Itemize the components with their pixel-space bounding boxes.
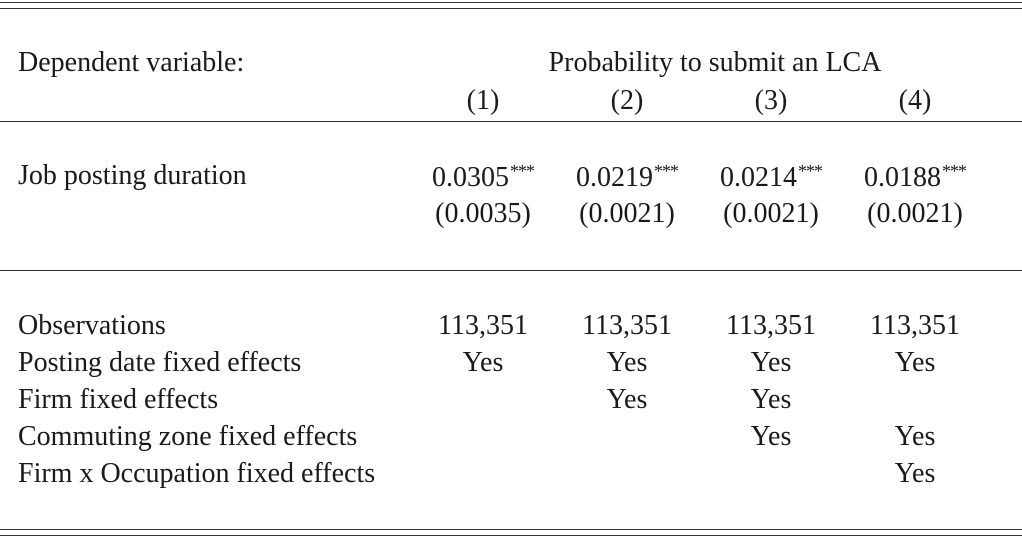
coef-value: 0.0188 <box>864 162 941 193</box>
std-error-3: (0.0021) <box>723 198 819 229</box>
std-error-2: (0.0021) <box>579 198 675 229</box>
stats-cell: Yes <box>894 458 936 489</box>
coef-estimate-3: 0.0214*** <box>720 161 823 193</box>
significance-stars: *** <box>654 161 679 181</box>
significance-stars: *** <box>942 161 967 181</box>
stats-cell: Yes <box>606 384 648 415</box>
bottom-rule-inner <box>0 529 1022 530</box>
coef-value: 0.0219 <box>576 162 653 193</box>
stats-cell: Yes <box>894 421 936 452</box>
stats-cell: Yes <box>750 384 792 415</box>
column-header-2: (2) <box>610 85 644 116</box>
coef-value: 0.0214 <box>720 162 797 193</box>
dependent-variable-label: Dependent variable: <box>18 47 245 78</box>
dependent-variable-name: Probability to submit an LCA <box>548 47 882 78</box>
stats-cell: Yes <box>606 347 648 378</box>
stats-label-firm-occupation-fe: Firm x Occupation fixed effects <box>18 458 376 489</box>
column-header-3: (3) <box>754 85 788 116</box>
std-error-1: (0.0035) <box>435 198 531 229</box>
stats-cell: 113,351 <box>438 310 528 341</box>
coef-estimate-1: 0.0305*** <box>432 161 535 193</box>
stats-cell: Yes <box>462 347 504 378</box>
coef-label: Job posting duration <box>18 160 247 191</box>
stats-label-observations: Observations <box>18 310 166 341</box>
stats-cell: 113,351 <box>726 310 816 341</box>
stats-cell: Yes <box>894 347 936 378</box>
stats-label-commuting-zone-fe: Commuting zone fixed effects <box>18 421 358 452</box>
std-error-4: (0.0021) <box>867 198 963 229</box>
stats-cell: 113,351 <box>870 310 960 341</box>
column-header-4: (4) <box>898 85 932 116</box>
stats-label-posting-date-fe: Posting date fixed effects <box>18 347 302 378</box>
column-header-1: (1) <box>466 85 500 116</box>
significance-stars: *** <box>798 161 823 181</box>
stats-cell: Yes <box>750 421 792 452</box>
stats-cell: 113,351 <box>582 310 672 341</box>
coef-estimate-4: 0.0188*** <box>864 161 967 193</box>
bottom-rule-outer <box>0 535 1022 536</box>
coef-estimate-2: 0.0219*** <box>576 161 679 193</box>
top-rule-inner <box>0 8 1022 9</box>
stats-cell: Yes <box>750 347 792 378</box>
significance-stars: *** <box>510 161 535 181</box>
coef-value: 0.0305 <box>432 162 509 193</box>
header-rule <box>0 121 1022 122</box>
stats-label-firm-fe: Firm fixed effects <box>18 384 219 415</box>
mid-rule <box>0 270 1022 271</box>
top-rule-outer <box>0 2 1022 3</box>
